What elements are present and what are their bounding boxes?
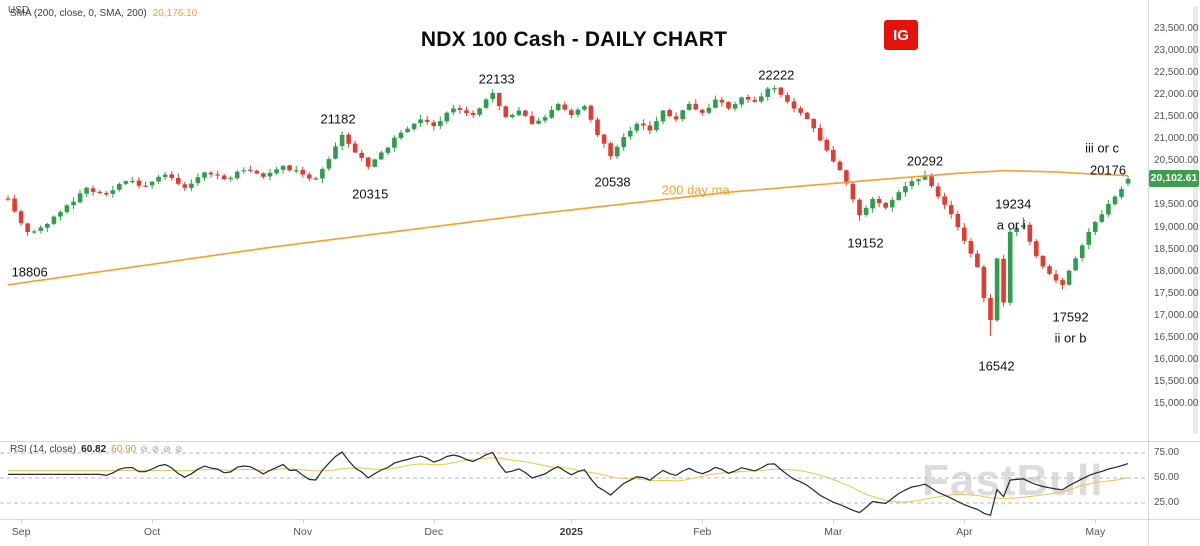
price-axis-label: 22,000.00 — [1154, 89, 1199, 101]
sma-indicator-legend[interactable]: SMA (200, close, 0, SMA, 200) 20,176.10 — [10, 8, 197, 19]
time-axis-month-label: Apr — [956, 526, 973, 538]
price-axis-label: 21,000.00 — [1154, 133, 1199, 145]
time-axis-month-label: Oct — [143, 526, 161, 538]
rsi-plot[interactable] — [0, 441, 1148, 519]
time-axis-border — [0, 519, 1200, 520]
visibility-toggle-icon[interactable]: ⊘ — [151, 444, 160, 454]
last-price-badge: 20,102.61 — [1149, 169, 1199, 187]
price-axis-label: 22,500.00 — [1154, 67, 1199, 79]
rsi-axis-label: 75.00 — [1154, 447, 1180, 458]
price-axis-label: 19,000.00 — [1154, 221, 1199, 233]
time-axis-tick — [571, 519, 573, 523]
rsi-signal-line — [8, 457, 1129, 503]
candlestick-pane[interactable] — [0, 0, 1148, 446]
rsi-indicator-label: RSI (14, close) — [10, 444, 77, 455]
sma-indicator-label: SMA (200, close, 0, SMA, 200) — [10, 8, 147, 19]
time-axis-month-label: Nov — [293, 526, 313, 538]
time-axis-tick — [433, 519, 435, 523]
time-axis-month-label: Dec — [424, 526, 444, 538]
scrollbar[interactable] — [1193, 6, 1198, 434]
pane-divider[interactable] — [0, 441, 1200, 442]
time-axis-tick — [302, 519, 304, 523]
time-axis-month-label: Mar — [824, 526, 843, 538]
price-axis-label: 23,500.00 — [1154, 23, 1199, 34]
time-axis-tick — [152, 519, 154, 523]
time-axis-tick — [964, 519, 966, 523]
price-axis-label: 18,500.00 — [1154, 243, 1199, 255]
rsi-axis-label: 25.00 — [1154, 497, 1180, 508]
sma-200-line — [7, 169, 1129, 286]
rsi-pane[interactable] — [0, 441, 1148, 524]
time-axis-month-label: May — [1085, 526, 1106, 538]
price-axis-label: 23,000.00 — [1154, 45, 1199, 57]
axis-corner[interactable] — [1148, 519, 1200, 546]
time-axis-tick — [1095, 519, 1097, 523]
price-axis[interactable]: 23,500.00 23,000.00 22,500.00 22,000.00 21,5… — [1148, 0, 1200, 519]
ig-logo: IG — [884, 20, 918, 50]
time-axis-tick — [702, 519, 704, 523]
rsi-signal-value: 60.90 — [111, 444, 137, 455]
ig-logo-text: IG — [893, 26, 909, 44]
visibility-toggle-icon[interactable]: ⊘ — [174, 444, 183, 454]
time-axis-month-label: 2025 — [559, 526, 583, 538]
price-axis-label: 17,000.00 — [1154, 309, 1199, 321]
rsi-indicator-legend[interactable]: RSI (14, close) 60.82 60.90 ⊘ ⊘ ⊘ ⊘ — [10, 444, 182, 455]
price-axis-border — [1148, 0, 1149, 546]
price-axis-label: 15,000.00 — [1154, 398, 1199, 409]
rsi-line — [8, 451, 1129, 517]
price-axis-label: 21,500.00 — [1154, 111, 1199, 123]
chart-title: NDX 100 Cash - DAILY CHART — [420, 28, 728, 51]
time-axis-month-label: Sep — [11, 526, 31, 538]
currency-label: USD — [8, 5, 30, 16]
price-axis-label: 19,500.00 — [1154, 199, 1199, 211]
watermark: FastBull — [922, 456, 1104, 505]
price-axis-label: 20,500.00 — [1154, 155, 1199, 167]
price-axis-label: 15,500.00 — [1154, 375, 1199, 387]
candlestick-plot[interactable] — [0, 0, 1148, 441]
sma-indicator-value: 20,176.10 — [152, 8, 198, 19]
price-axis-label: 16,000.00 — [1154, 353, 1199, 365]
visibility-toggle-icon[interactable]: ⊘ — [163, 444, 171, 454]
time-axis-tick — [833, 519, 835, 523]
price-axis-label: 17,500.00 — [1154, 287, 1199, 299]
price-axis-label: 18,000.00 — [1154, 265, 1199, 277]
visibility-toggle-icon[interactable]: ⊘ — [140, 444, 148, 454]
time-axis[interactable]: Sep Oct Nov Dec 2025 Feb Mar Apr May — [0, 519, 1200, 546]
price-axis-label: 16,500.00 — [1154, 331, 1199, 343]
rsi-value: 60.82 — [81, 444, 107, 455]
time-axis-tick — [21, 519, 23, 523]
rsi-axis-label: 50.00 — [1154, 472, 1180, 483]
time-axis-month-label: Feb — [693, 526, 712, 538]
